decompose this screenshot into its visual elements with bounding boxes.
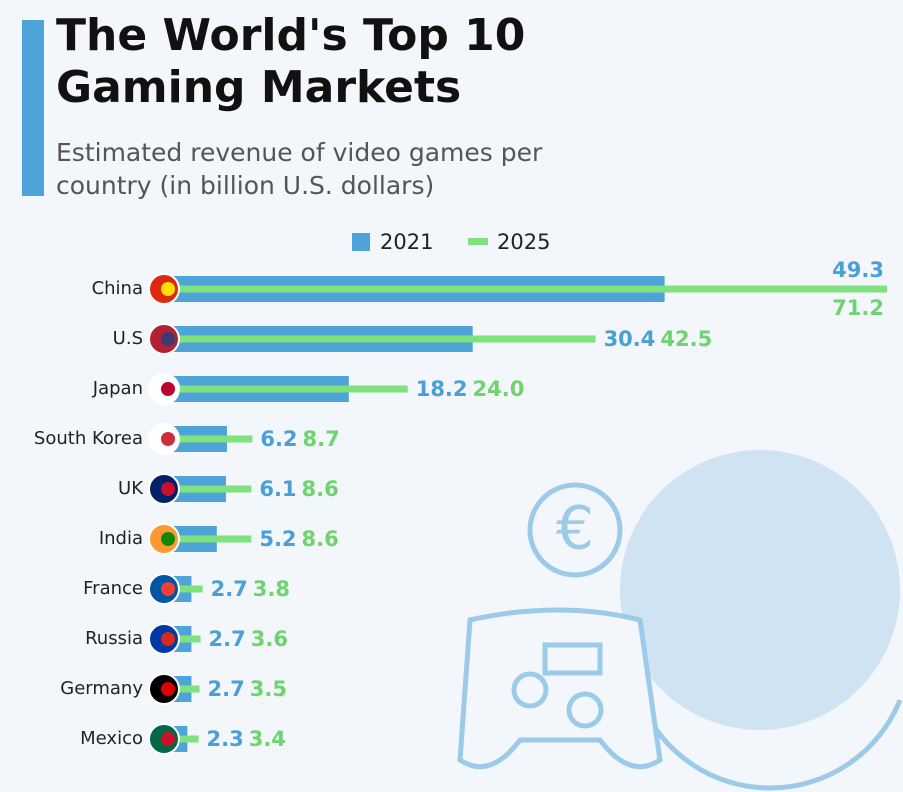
flag-detail bbox=[161, 532, 175, 546]
chart-title: The World's Top 10 Gaming Markets bbox=[56, 10, 526, 113]
value-label: 3.5 bbox=[250, 677, 287, 701]
value-label: 3.4 bbox=[249, 727, 286, 751]
value-label: 24.0 bbox=[473, 377, 525, 401]
value-label: 8.7 bbox=[303, 427, 340, 451]
value-label: 3.6 bbox=[251, 627, 288, 651]
value-label: 8.6 bbox=[302, 527, 339, 551]
category-label: Japan bbox=[92, 378, 143, 399]
category-label: India bbox=[99, 528, 143, 549]
category-label: Germany bbox=[60, 678, 143, 699]
category-label: France bbox=[83, 578, 143, 599]
line-bar bbox=[164, 635, 201, 643]
flag-detail bbox=[161, 682, 175, 696]
category-label: South Korea bbox=[34, 428, 143, 449]
svg-text:€: € bbox=[556, 494, 594, 564]
legend-swatch bbox=[468, 238, 488, 245]
line-bar bbox=[164, 435, 253, 443]
value-label: 8.6 bbox=[302, 477, 339, 501]
chart-subtitle: Estimated revenue of video games per cou… bbox=[56, 138, 543, 200]
legend-swatch bbox=[352, 233, 370, 251]
line-bar bbox=[164, 685, 200, 693]
category-label: Russia bbox=[85, 628, 143, 649]
title-box: The World's Top 10 Gaming Markets bbox=[56, 10, 526, 113]
category-label: Mexico bbox=[80, 728, 143, 749]
flag-detail bbox=[161, 332, 175, 346]
value-label: 5.2 bbox=[259, 527, 296, 551]
line-bar bbox=[164, 735, 199, 743]
value-label: 18.2 bbox=[416, 377, 468, 401]
value-label: 2.7 bbox=[209, 627, 246, 651]
line-bar bbox=[164, 385, 408, 393]
value-label: 6.2 bbox=[260, 427, 297, 451]
value-label: 2.7 bbox=[208, 677, 245, 701]
title-accent bbox=[22, 20, 44, 196]
subtitle-box: Estimated revenue of video games per cou… bbox=[56, 138, 543, 200]
value-label: 2.3 bbox=[207, 727, 244, 751]
value-label: 30.4 bbox=[604, 327, 656, 351]
line-bar bbox=[164, 335, 596, 343]
line-bar bbox=[164, 585, 203, 593]
value-label: 2.7 bbox=[211, 577, 248, 601]
category-label: U.S bbox=[113, 328, 143, 349]
flag-detail bbox=[161, 582, 175, 596]
value-label: 42.5 bbox=[660, 327, 712, 351]
line-bar bbox=[164, 285, 887, 293]
line-bar bbox=[164, 535, 252, 543]
flag-detail bbox=[161, 282, 175, 296]
value-label: 49.3 bbox=[832, 258, 884, 282]
flag-detail bbox=[161, 382, 175, 396]
legend-label: 2025 bbox=[497, 230, 550, 254]
line-bar bbox=[164, 485, 252, 493]
flag-detail bbox=[161, 482, 175, 496]
flag-detail bbox=[161, 732, 175, 746]
category-label: China bbox=[92, 278, 143, 299]
value-label: 6.1 bbox=[259, 477, 296, 501]
value-label: 3.8 bbox=[253, 577, 290, 601]
legend-label: 2021 bbox=[380, 230, 433, 254]
decoration: € bbox=[457, 450, 903, 791]
flag-detail bbox=[161, 632, 175, 646]
flag-detail bbox=[161, 432, 175, 446]
value-label: 71.2 bbox=[832, 296, 884, 320]
category-label: UK bbox=[118, 478, 144, 499]
